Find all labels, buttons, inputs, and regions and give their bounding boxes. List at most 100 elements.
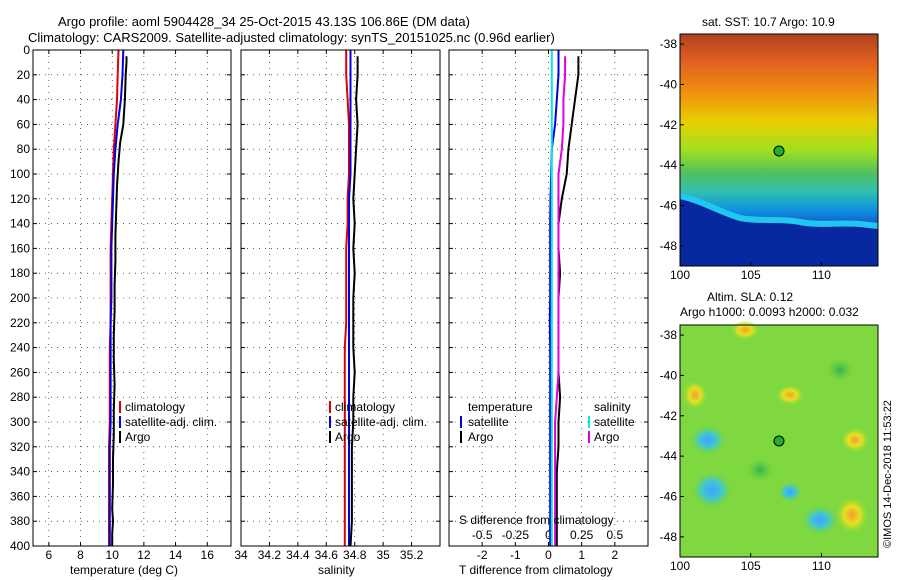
x-tick-label: -1 <box>510 548 521 562</box>
x-tick-label: 110 <box>812 268 831 282</box>
header-line1: Argo profile: aoml 5904428_34 25-Oct-201… <box>58 14 470 29</box>
y-tick-label: -44 <box>660 158 678 172</box>
series-satellite-adj-clim- <box>108 49 125 546</box>
y-tick-label: 300 <box>10 415 30 429</box>
x2-tick-label: 0.25 <box>570 528 594 542</box>
series-satellite-adj-clim- <box>348 50 352 546</box>
legend-climatology: climatology <box>335 400 395 414</box>
x-tick-label: 100 <box>670 268 690 282</box>
sla-map-title: Altim. SLA: 0.12 <box>707 290 793 304</box>
x-tick-label: 8 <box>77 548 84 562</box>
series-t-argo <box>555 56 580 546</box>
y-tick-label: -46 <box>660 489 678 503</box>
x-tick-label: 2 <box>611 548 618 562</box>
watermark: ©IMOS 14-Dec-2018 11:53:22 <box>882 400 894 548</box>
legend-argo: Argo <box>335 430 361 444</box>
y-tick-label: 340 <box>10 465 30 479</box>
y-tick-label: -38 <box>660 37 678 51</box>
x-tick-label: 100 <box>670 559 690 573</box>
y-tick-label: 0 <box>23 43 30 57</box>
legend-t-satellite: satellite <box>468 415 509 429</box>
series-argo <box>111 56 128 546</box>
difference-xlabel: T difference from climatology <box>459 563 613 577</box>
y-tick-label: -48 <box>660 530 678 544</box>
y-tick-label: 60 <box>17 117 31 131</box>
sst-map <box>679 34 879 266</box>
x-tick-label: 0 <box>545 548 552 562</box>
x-tick-label: 110 <box>812 559 831 573</box>
sst-map-title: sat. SST: 10.7 Argo: 10.9 <box>702 15 835 29</box>
legend-s-satellite: satellite <box>594 415 635 429</box>
difference-legend-temperature: temperature satellite Argo <box>460 400 533 444</box>
series-s-argo <box>554 56 567 546</box>
sst-map-axes: 100 105 110 -38 -40 -42 -44 -46 -48 <box>660 33 879 282</box>
y-tick-label: -38 <box>660 328 678 342</box>
y-tick-label: 140 <box>10 217 30 231</box>
y-tick-label: 80 <box>17 142 31 156</box>
series-argo <box>349 56 359 547</box>
plot-frame <box>240 49 441 547</box>
legend-climatology: climatology <box>125 400 185 414</box>
header-line2: Climatology: CARS2009. Satellite-adjuste… <box>28 30 555 45</box>
x-tick-label: 12 <box>137 548 151 562</box>
salinity-legend: climatology satellite-adj. clim. Argo <box>329 400 427 444</box>
y-tick-label: 100 <box>10 167 30 181</box>
temperature-legend: climatology satellite-adj. clim. Argo <box>119 400 217 444</box>
y-tick-label: 200 <box>10 291 30 305</box>
x-tick-label: 34 <box>234 548 248 562</box>
y-tick-label: 180 <box>10 266 30 280</box>
x-tick-label: 1 <box>578 548 585 562</box>
legend-satellite: satellite-adj. clim. <box>335 415 427 429</box>
y-tick-label: -46 <box>660 198 678 212</box>
x-tick-label: 34.4 <box>286 548 310 562</box>
x-tick-label: 105 <box>741 268 761 282</box>
legend-s-argo: Argo <box>594 430 620 444</box>
difference-panel: -2 -1 0 1 2 -0.5 -0.25 0 0.25 0.5 <box>448 49 649 562</box>
sla-map-axes: 100 105 110 -38 -40 -42 -44 -46 -48 <box>660 324 879 573</box>
series-t-satellite <box>548 50 560 546</box>
sst-cold-region <box>680 196 878 266</box>
x2-tick-label: -0.25 <box>502 528 530 542</box>
difference-legend-salinity: salinity satellite Argo <box>588 400 635 444</box>
sla-map <box>680 320 878 557</box>
sst-front <box>679 193 879 229</box>
argo-position-marker <box>773 145 785 157</box>
y-tick-label: 20 <box>17 68 31 82</box>
y-tick-label: -40 <box>660 77 678 91</box>
y-tick-label: -42 <box>660 409 678 423</box>
temperature-xlabel: temperature (deg C) <box>70 563 178 577</box>
temperature-panel: 0 20 40 60 80 100 120 140 160 180 200 220 240 260 280 3… <box>10 43 232 562</box>
x-tick-label: 35.2 <box>400 548 424 562</box>
x-tick-label: 35 <box>376 548 390 562</box>
x2-tick-label: -0.5 <box>472 528 493 542</box>
x-tick-label: 34.2 <box>258 548 282 562</box>
salinity-panel: 34 34.2 34.4 34.6 34.8 35 35.2 <box>234 49 441 562</box>
x-tick-label: 34.6 <box>315 548 339 562</box>
y-tick-label: 40 <box>17 93 31 107</box>
y-tick-label: -44 <box>660 449 678 463</box>
x2-tick-label: 0.5 <box>606 528 623 542</box>
x2-tick-label: 0 <box>545 528 552 542</box>
sla-map-subtitle: Argo h1000: 0.0093 h2000: 0.032 <box>680 305 859 319</box>
legend-t-argo: Argo <box>468 430 494 444</box>
series-climatology <box>343 50 350 546</box>
y-tick-label: 120 <box>10 192 30 206</box>
plot-frame <box>32 49 232 547</box>
argo-position-marker <box>773 435 785 447</box>
map-frame <box>679 324 879 558</box>
y-tick-label: 260 <box>10 365 30 379</box>
difference-xlabel2: S difference from climatology <box>459 513 614 527</box>
x-tick-label: -2 <box>477 548 488 562</box>
y-tick-label: 400 <box>10 539 30 553</box>
y-tick-label: -40 <box>660 368 678 382</box>
y-tick-label: 160 <box>10 241 30 255</box>
x-tick-label: 16 <box>201 548 215 562</box>
y-tick-label: 320 <box>10 440 30 454</box>
x-tick-label: 14 <box>169 548 183 562</box>
y-tick-label: 240 <box>10 341 30 355</box>
y-tick-label: 360 <box>10 489 30 503</box>
map-frame <box>679 33 879 267</box>
legend-temperature-title: temperature <box>468 400 533 414</box>
x-tick-label: 6 <box>45 548 52 562</box>
